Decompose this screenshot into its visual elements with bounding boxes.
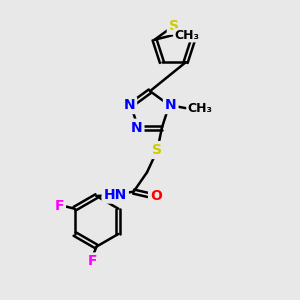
Text: N: N <box>131 121 142 135</box>
Text: O: O <box>150 189 162 203</box>
Text: S: S <box>152 143 162 157</box>
Text: N: N <box>165 98 176 112</box>
Text: F: F <box>54 199 64 213</box>
Text: F: F <box>87 254 97 268</box>
Text: CH₃: CH₃ <box>174 29 199 42</box>
Text: CH₃: CH₃ <box>187 102 212 115</box>
Text: N: N <box>124 98 135 112</box>
Text: S: S <box>169 19 179 33</box>
Text: HN: HN <box>103 188 127 202</box>
